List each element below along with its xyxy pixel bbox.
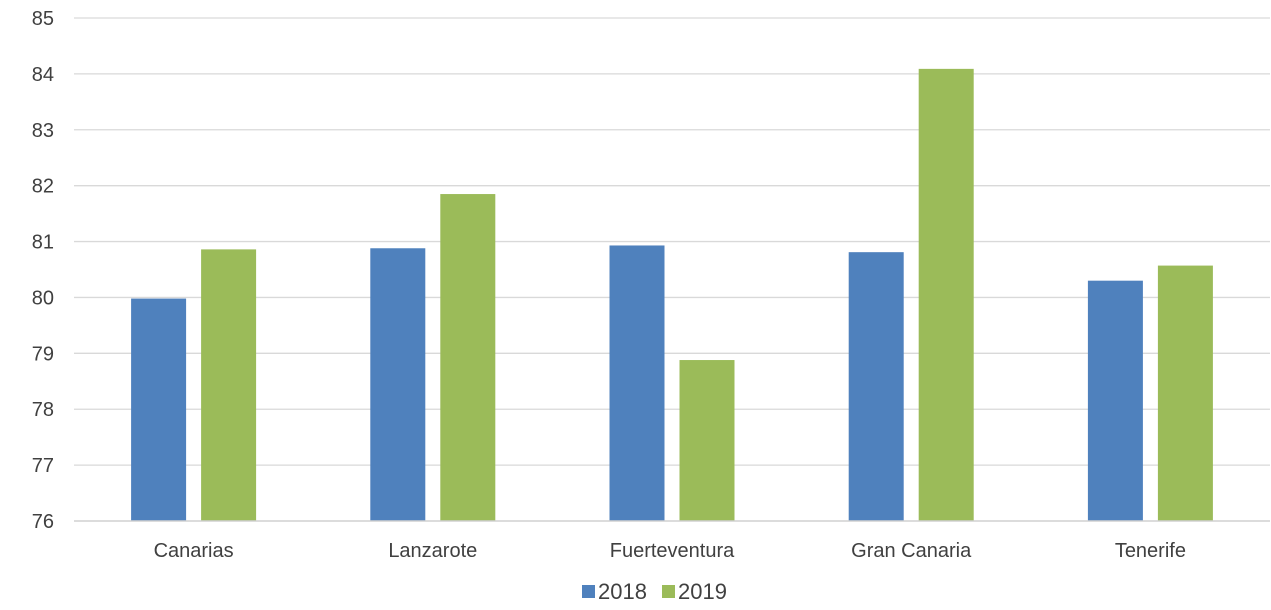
y-axis-tick-labels: 76 77 78 79 80 81 82 83 84 85 <box>32 8 54 533</box>
bar-fuerteventura-2018 <box>609 245 665 521</box>
legend-swatch-2019 <box>662 585 675 598</box>
legend: 2018 2019 <box>582 579 727 604</box>
bar-fuerteventura-2019 <box>679 360 735 521</box>
bar-lanzarote-2018 <box>370 248 426 522</box>
x-axis-category-labels: Canarias Lanzarote Fuerteventura Gran Canar… <box>154 540 1186 562</box>
x-category-label: Lanzarote <box>388 540 477 562</box>
y-tick-label: 81 <box>32 232 54 254</box>
y-tick-label: 79 <box>32 343 54 365</box>
legend-label-2018: 2018 <box>598 579 647 604</box>
legend-label-2019: 2019 <box>678 579 727 604</box>
bars <box>131 68 1213 522</box>
x-category-label: Canarias <box>154 540 234 562</box>
bar-gran-canaria-2018 <box>848 252 904 521</box>
bar-canarias-2019 <box>201 249 257 521</box>
y-tick-label: 83 <box>32 120 54 142</box>
bar-tenerife-2018 <box>1087 280 1143 521</box>
bar-canarias-2018 <box>131 298 187 521</box>
y-tick-label: 84 <box>32 64 54 86</box>
y-tick-label: 76 <box>32 511 54 533</box>
bar-tenerife-2019 <box>1157 265 1213 521</box>
y-tick-label: 78 <box>32 399 54 421</box>
x-category-label: Fuerteventura <box>610 540 735 562</box>
x-category-label: Gran Canaria <box>851 540 972 562</box>
x-category-label: Tenerife <box>1115 540 1186 562</box>
bar-gran-canaria-2019 <box>918 68 974 521</box>
legend-swatch-2018 <box>582 585 595 598</box>
y-tick-label: 77 <box>32 455 54 477</box>
gridlines <box>74 17 1270 466</box>
y-tick-label: 85 <box>32 8 54 30</box>
y-tick-label: 80 <box>32 287 54 309</box>
bar-lanzarote-2019 <box>440 194 496 522</box>
y-tick-label: 82 <box>32 176 54 198</box>
